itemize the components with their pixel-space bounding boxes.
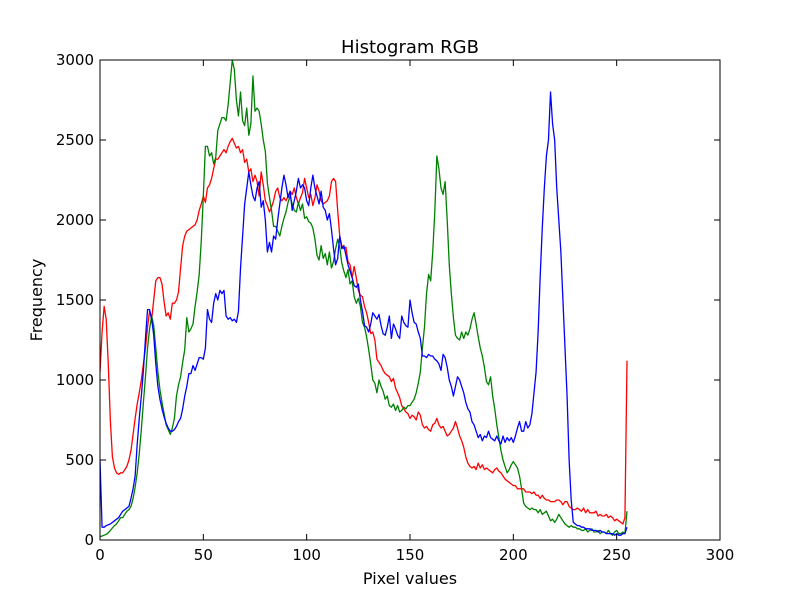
x-tick-label: 150 <box>396 546 425 564</box>
x-axis: 0 50 100 150 200 250 300 <box>95 60 734 564</box>
x-tick-label: 250 <box>602 546 631 564</box>
y-axis-label: Frequency <box>27 259 46 342</box>
y-tick-label: 1000 <box>56 371 94 389</box>
x-tick-label: 300 <box>706 546 735 564</box>
series-line-1 <box>100 60 628 538</box>
y-tick-label: 0 <box>84 531 94 549</box>
y-tick-label: 1500 <box>56 291 94 309</box>
series-line-0 <box>100 137 628 525</box>
y-tick-label: 500 <box>65 451 94 469</box>
y-tick-label: 3000 <box>56 51 94 69</box>
series-line-2 <box>100 91 628 536</box>
y-axis: 0 500 1000 1500 2000 2500 3000 <box>56 51 720 549</box>
x-tick-label: 50 <box>194 546 213 564</box>
y-tick-label: 2000 <box>56 211 94 229</box>
x-tick-label: 0 <box>95 546 105 564</box>
x-axis-label: Pixel values <box>363 569 457 588</box>
y-tick-label: 2500 <box>56 131 94 149</box>
series-layer <box>100 60 628 538</box>
x-tick-label: 100 <box>292 546 321 564</box>
x-tick-label: 200 <box>499 546 528 564</box>
chart-title: Histogram RGB <box>341 37 479 58</box>
